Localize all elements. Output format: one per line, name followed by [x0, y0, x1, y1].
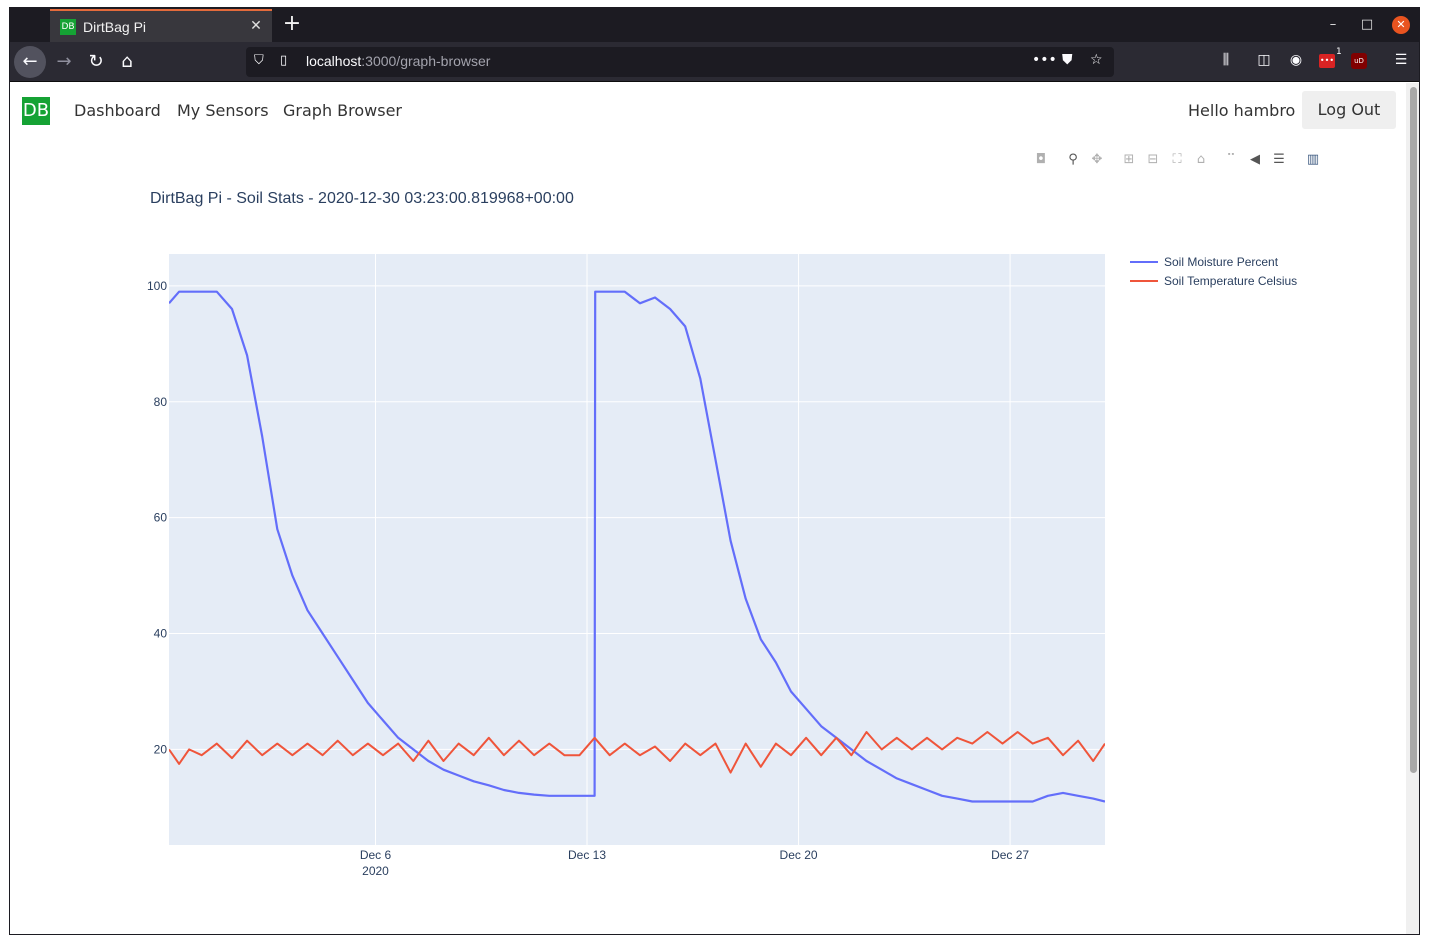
maximize-icon[interactable]: □ [1360, 17, 1374, 32]
soil-stats-chart: 20 40 60 80 100 Dec 6 2020 Dec 13 Dec 20 Dec 27 So… [147, 254, 1297, 878]
plotly-logo-icon[interactable]: ▥ [1306, 152, 1320, 167]
vertical-scrollbar[interactable] [1406, 83, 1419, 934]
reset-axes-icon[interactable]: ⌂ [1196, 152, 1206, 167]
menu-hamburger-icon[interactable]: ☰ [1394, 52, 1408, 68]
camera-icon[interactable]: ◘ [1035, 152, 1047, 167]
app-navbar: DB Dashboard My Sensors Graph Browser He… [10, 83, 1406, 139]
y-tick-label: 60 [154, 511, 168, 525]
zoom-out-icon[interactable]: ⊟ [1147, 152, 1159, 167]
tab-bar: DB DirtBag Pi ✕ + – □ ✕ [10, 8, 1419, 42]
autoscale-icon[interactable]: ⛶ [1172, 152, 1182, 167]
x-tick-sublabel: 2020 [362, 864, 389, 878]
x-tick-label: Dec 27 [991, 848, 1029, 862]
y-tick-label: 40 [154, 627, 168, 641]
pan-icon[interactable]: ✥ [1091, 152, 1103, 167]
library-icon[interactable]: ⫼ [1222, 52, 1230, 68]
sidebar-icon[interactable]: ◫ [1257, 52, 1271, 68]
window-close-icon[interactable]: ✕ [1392, 16, 1410, 34]
new-tab-icon[interactable]: + [282, 11, 302, 36]
zoom-in-icon[interactable]: ⊞ [1123, 152, 1135, 167]
extension-icon[interactable]: ••• [1319, 54, 1335, 68]
reload-icon[interactable]: ↻ [88, 51, 104, 72]
scrollbar-thumb[interactable] [1410, 87, 1417, 773]
back-arrow-icon[interactable]: ← [14, 46, 46, 78]
extension-badge: 1 [1336, 47, 1342, 57]
close-tab-icon[interactable]: ✕ [250, 18, 262, 34]
minimize-icon[interactable]: – [1329, 17, 1337, 32]
page-content: DB Dashboard My Sensors Graph Browser He… [10, 83, 1406, 934]
navigation-toolbar: ← → ↻ ⌂ ⛉ ▯ localhost:3000/graph-browser… [10, 42, 1419, 82]
series-line-soil-moisture [169, 290, 1105, 803]
tab-title: DirtBag Pi [83, 18, 147, 35]
nav-my-sensors[interactable]: My Sensors [177, 101, 269, 120]
hover-closest-icon[interactable]: ◀ [1250, 152, 1260, 167]
nav-dashboard[interactable]: Dashboard [74, 101, 161, 120]
home-icon[interactable]: ⌂ [121, 51, 133, 72]
x-tick-label: Dec 6 [360, 848, 392, 862]
nav-graph-browser[interactable]: Graph Browser [283, 101, 402, 120]
url-bar[interactable]: ⛉ ▯ localhost:3000/graph-browser ••• ⛊ ☆ [246, 47, 1114, 77]
zoom-icon[interactable]: ⚲ [1068, 152, 1078, 167]
logout-button[interactable]: Log Out [1302, 91, 1396, 129]
tab-dirtbag-pi[interactable]: DB DirtBag Pi ✕ [50, 9, 272, 42]
bookmark-star-icon[interactable]: ☆ [1090, 52, 1103, 68]
brand-logo[interactable]: DB [22, 97, 50, 125]
plot-background [169, 254, 1105, 845]
shield-icon[interactable]: ⛉ [254, 53, 264, 68]
browser-window: DB DirtBag Pi ✕ + – □ ✕ ← → ↻ ⌂ ⛉ ▯ loca… [9, 7, 1420, 935]
hover-compare-icon[interactable]: ☰ [1273, 152, 1285, 167]
url-text[interactable]: localhost:3000/graph-browser [306, 53, 491, 69]
x-tick-label: Dec 20 [780, 848, 818, 862]
x-tick-label: Dec 13 [568, 848, 606, 862]
legend-entry: Soil Moisture Percent [1164, 255, 1279, 269]
spike-lines-icon[interactable]: ⠉ [1226, 152, 1236, 167]
y-tick-label: 100 [147, 279, 167, 293]
account-icon[interactable]: ◉ [1289, 52, 1303, 68]
forward-arrow-icon[interactable]: → [56, 51, 72, 72]
legend-entry: Soil Temperature Celsius [1164, 274, 1297, 288]
chart-title: DirtBag Pi - Soil Stats - 2020-12-30 03:… [150, 190, 574, 207]
page-info-icon[interactable]: ▯ [280, 53, 288, 68]
page-actions-icon[interactable]: ••• [1032, 52, 1057, 68]
favicon-icon: DB [60, 18, 76, 35]
pocket-icon[interactable]: ⛊ [1062, 52, 1073, 68]
y-tick-label: 80 [154, 395, 168, 409]
y-tick-label: 20 [154, 742, 168, 756]
user-greeting: Hello hambro [1188, 101, 1296, 120]
ublock-icon[interactable]: uD [1351, 53, 1367, 69]
series-line-soil-temperature [169, 731, 1105, 774]
